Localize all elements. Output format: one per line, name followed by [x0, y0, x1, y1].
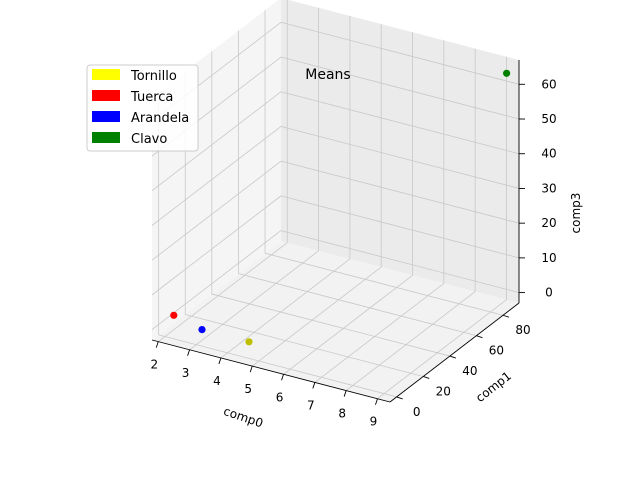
x-tick-label: 6 — [276, 390, 284, 404]
tick-labels: 2 3 4 5 6 7 8 9 0 20 40 60 80 0 10 20 30 40 50 60 — [150, 77, 556, 428]
x-tick-label: 9 — [370, 415, 378, 429]
z-tick-label: 40 — [541, 147, 556, 161]
legend-swatch-tuerca — [92, 90, 120, 101]
data-point-arandela — [198, 326, 206, 334]
y-tick-mark — [502, 314, 510, 318]
x-tick-label: 4 — [213, 374, 221, 388]
legend-frame — [86, 64, 199, 152]
axis-panes — [152, 0, 519, 402]
z-tick-label: 0 — [545, 286, 553, 300]
chart-title: Means — [305, 67, 350, 83]
y-axis-label: comp1 — [473, 369, 514, 405]
floor-pane — [152, 241, 519, 402]
x-tick-mark — [155, 341, 159, 348]
y-gridline — [158, 334, 397, 398]
data-points — [170, 69, 511, 346]
z-gridline — [280, 195, 520, 259]
x-tick-mark — [187, 349, 191, 356]
data-point-clavo — [503, 69, 511, 77]
x-tick-mark — [218, 357, 222, 365]
y-tick-mark — [476, 335, 483, 339]
x-axis-line — [151, 339, 391, 403]
x-gridline — [220, 258, 351, 359]
z-gridline — [151, 195, 282, 296]
y-tick-label: 20 — [436, 384, 451, 398]
z-tick-label: 30 — [541, 181, 556, 195]
y-tick-label: 80 — [515, 323, 530, 337]
legend-label-tornillo: Tornillo — [130, 69, 177, 84]
x-gridline — [345, 291, 476, 391]
y-tick-mark — [396, 396, 403, 400]
z-gridline — [280, 126, 520, 189]
axis-lines — [151, 60, 525, 405]
x-tick-label: 7 — [307, 398, 315, 412]
z-gridline — [280, 91, 520, 155]
y-gridline — [238, 273, 477, 337]
x-gridline — [377, 299, 507, 400]
data-point-tornillo — [245, 338, 253, 346]
y-axis-line — [389, 302, 520, 403]
y-tick-label: 40 — [462, 364, 477, 378]
x-gridline — [283, 274, 413, 375]
z-gridline — [280, 160, 520, 224]
z-axis-label: comp3 — [569, 193, 583, 234]
x-tick-mark — [249, 365, 253, 373]
x-tick-mark — [281, 374, 284, 381]
legend-label-arandela: Arandela — [131, 111, 189, 126]
legend-swatch-tornillo — [92, 69, 120, 80]
z-tick-label: 50 — [541, 112, 556, 126]
x-tick-label: 2 — [150, 358, 158, 372]
x-tick-mark — [343, 390, 347, 397]
x-gridline — [251, 266, 382, 367]
z-tick-label: 60 — [541, 77, 556, 91]
x-gridline — [314, 283, 445, 383]
y-tick-label: 0 — [413, 405, 421, 419]
z-gridline — [280, 21, 520, 85]
x-gridline — [189, 250, 319, 351]
legend-swatch-clavo — [92, 132, 120, 143]
z-gridline — [280, 230, 520, 293]
x-tick-mark — [312, 382, 316, 389]
legend: Tornillo Tuerca Arandela Clavo — [86, 64, 199, 152]
x-gridline — [158, 242, 288, 342]
y-gridline — [264, 252, 504, 316]
x-tick-label: 3 — [182, 366, 190, 380]
x-axis-label: comp0 — [222, 404, 265, 431]
z-gridline — [151, 160, 282, 261]
y-gridline — [185, 314, 424, 377]
y-tick-mark — [423, 376, 430, 379]
z-gridline — [151, 126, 282, 226]
back-pane — [281, 0, 519, 303]
z-gridline — [280, 56, 520, 120]
z-gridline — [151, 91, 282, 192]
data-point-tuerca — [170, 311, 178, 319]
x-tick-label: 5 — [244, 382, 252, 396]
x-tick-mark — [375, 398, 378, 405]
legend-label-clavo: Clavo — [131, 132, 167, 147]
y-tick-mark — [449, 355, 456, 359]
z-tick-label: 10 — [541, 251, 556, 265]
legend-label-tuerca: Tuerca — [130, 90, 173, 105]
x-tick-label: 8 — [338, 407, 346, 421]
legend-swatch-arandela — [92, 111, 120, 122]
y-tick-label: 60 — [489, 344, 504, 358]
y-gridline — [211, 293, 450, 357]
z-tick-label: 20 — [541, 216, 556, 230]
